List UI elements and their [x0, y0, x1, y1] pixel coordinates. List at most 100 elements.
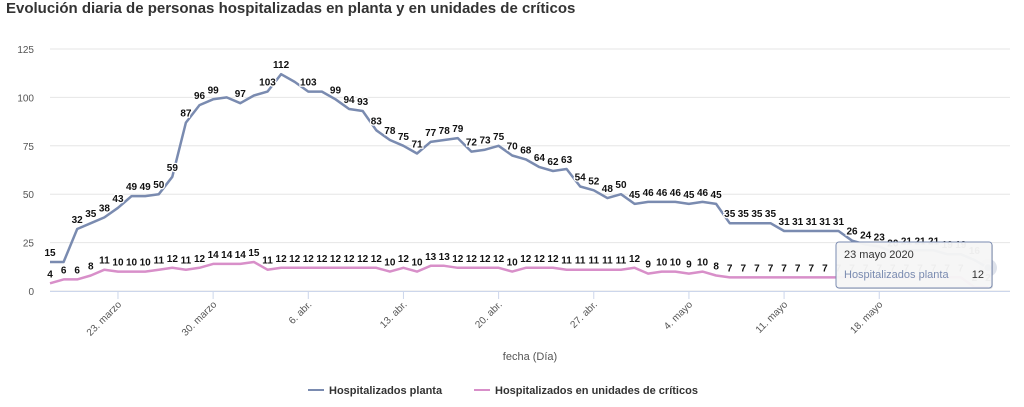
- y-tick-label: 100: [17, 93, 34, 104]
- x-tick-label: 20. abr.: [473, 299, 504, 330]
- data-label-criticos: 12: [344, 254, 356, 265]
- data-label-planta: 35: [738, 209, 750, 220]
- data-label-planta: 26: [846, 227, 858, 238]
- data-label-criticos: 7: [768, 263, 774, 274]
- data-label-criticos: 12: [493, 254, 505, 265]
- data-label-criticos: 12: [316, 254, 328, 265]
- data-label-criticos: 7: [808, 263, 814, 274]
- data-label-criticos: 11: [616, 256, 627, 267]
- data-label-planta: 50: [615, 180, 627, 191]
- data-label-criticos: 11: [181, 256, 192, 267]
- data-label-planta: 59: [167, 163, 179, 174]
- data-label-criticos: 11: [588, 256, 599, 267]
- data-label-planta: 32: [72, 215, 84, 226]
- data-label-criticos: 12: [520, 254, 532, 265]
- y-tick-label: 25: [23, 239, 35, 250]
- data-label-planta: 43: [112, 194, 124, 205]
- data-label-planta: 48: [602, 184, 614, 195]
- data-label-planta: 71: [411, 140, 423, 151]
- data-label-planta: 70: [507, 141, 519, 152]
- tooltip-value: 12: [972, 269, 984, 281]
- data-label-planta: 31: [819, 217, 831, 228]
- series-line-criticos[interactable]: [49, 260, 988, 289]
- y-tick-label: 125: [17, 45, 34, 56]
- data-label-criticos: 7: [727, 263, 733, 274]
- data-label-planta: 94: [344, 95, 356, 106]
- data-label-criticos: 12: [371, 254, 383, 265]
- data-label-criticos: 12: [534, 254, 546, 265]
- data-label-criticos: 14: [221, 250, 233, 261]
- data-label-planta: 68: [520, 145, 532, 156]
- x-axis-title: fecha (Día): [503, 351, 557, 363]
- data-label-planta: 83: [371, 116, 383, 127]
- data-label-planta: 79: [452, 124, 464, 135]
- data-label-criticos: 8: [88, 262, 94, 273]
- data-label-criticos: 12: [167, 254, 179, 265]
- legend-item-criticos[interactable]: Hospitalizados en unidades de críticos: [495, 385, 698, 397]
- data-label-criticos: 13: [439, 252, 451, 263]
- data-label-criticos: 7: [795, 263, 801, 274]
- x-tick-label: 11. mayo: [754, 299, 791, 336]
- data-label-planta: 24: [860, 231, 872, 242]
- data-label-criticos: 6: [74, 265, 80, 276]
- data-label-criticos: 10: [126, 258, 138, 269]
- data-label-planta: 63: [561, 155, 573, 166]
- data-label-planta: 78: [384, 126, 396, 137]
- data-label-planta: 62: [547, 157, 559, 168]
- data-label-planta: 15: [44, 248, 56, 259]
- data-label-criticos: 7: [741, 263, 747, 274]
- data-label-planta: 35: [724, 209, 736, 220]
- chart-title: Evolución diaria de personas hospitaliza…: [6, 0, 576, 17]
- data-label-criticos: 12: [276, 254, 288, 265]
- data-label-planta: 49: [140, 182, 152, 193]
- data-label-criticos: 12: [629, 254, 641, 265]
- data-label-planta: 46: [697, 188, 709, 199]
- data-label-planta: 31: [779, 217, 791, 228]
- data-label-criticos: 9: [645, 260, 651, 271]
- data-label-criticos: 10: [656, 258, 668, 269]
- data-label-criticos: 12: [357, 254, 369, 265]
- data-label-planta: 35: [751, 209, 763, 220]
- data-label-planta: 50: [153, 180, 165, 191]
- data-label-planta: 38: [99, 203, 111, 214]
- data-label-criticos: 10: [384, 258, 396, 269]
- data-label-criticos: 12: [289, 254, 301, 265]
- data-label-criticos: 12: [547, 254, 559, 265]
- data-label-planta: 99: [330, 85, 342, 96]
- data-label-planta: 99: [208, 85, 220, 96]
- data-label-criticos: 11: [262, 256, 273, 267]
- data-label-criticos: 10: [112, 258, 124, 269]
- data-label-planta: 35: [765, 209, 777, 220]
- series-line-planta[interactable]: [50, 72, 989, 269]
- data-label-planta: 97: [235, 89, 247, 100]
- data-label-criticos: 7: [781, 263, 787, 274]
- tooltip-series-name: Hospitalizados planta: [844, 269, 949, 281]
- data-label-planta: 93: [357, 97, 369, 108]
- data-label-planta: 64: [534, 153, 546, 164]
- x-tick-label: 13. abr.: [378, 299, 409, 330]
- data-label-criticos: 12: [330, 254, 342, 265]
- data-label-criticos: 10: [670, 258, 682, 269]
- x-tick-label: 6. abr.: [287, 299, 314, 326]
- data-label-planta: 78: [439, 126, 451, 137]
- y-tick-label: 75: [23, 142, 35, 153]
- data-label-planta: 103: [300, 78, 317, 89]
- data-label-criticos: 6: [61, 265, 67, 276]
- data-label-criticos: 11: [99, 256, 110, 267]
- data-label-criticos: 12: [398, 254, 410, 265]
- data-label-planta: 46: [643, 188, 655, 199]
- data-label-criticos: 11: [153, 256, 164, 267]
- data-label-planta: 31: [833, 217, 845, 228]
- data-label-planta: 45: [683, 190, 695, 201]
- data-label-criticos: 8: [713, 262, 719, 273]
- data-label-planta: 52: [588, 176, 600, 187]
- x-tick-label: 23. marzo: [85, 299, 125, 339]
- y-tick-label: 0: [28, 287, 34, 298]
- x-tick-label: 18. mayo: [848, 299, 885, 336]
- data-label-criticos: 12: [194, 254, 206, 265]
- data-label-planta: 75: [493, 132, 505, 143]
- legend-item-planta[interactable]: Hospitalizados planta: [329, 385, 443, 397]
- data-label-planta: 103: [259, 78, 276, 89]
- data-label-planta: 87: [180, 109, 192, 120]
